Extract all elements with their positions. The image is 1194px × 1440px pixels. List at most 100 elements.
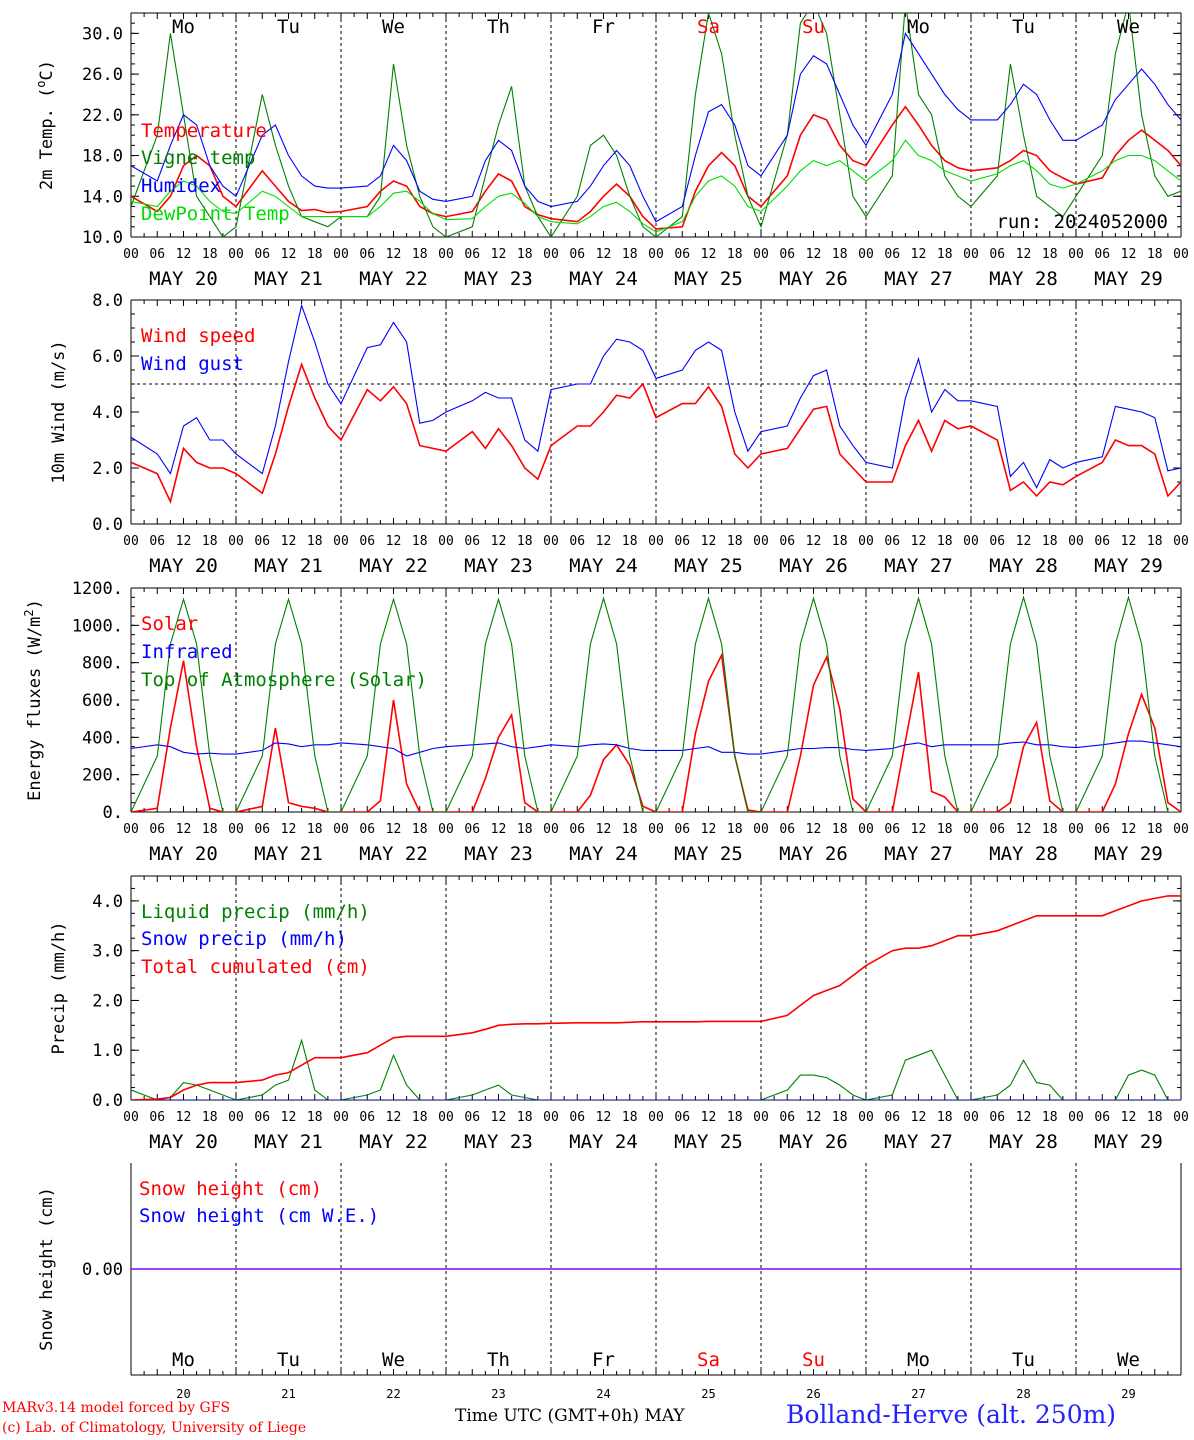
hour-tick-label: 00 — [753, 822, 769, 837]
weekday-label: We — [382, 16, 405, 38]
day-number-label: 27 — [911, 1387, 925, 1401]
hour-tick-label: 00 — [438, 247, 454, 262]
hour-tick-label: 18 — [517, 247, 533, 262]
weekday-label: Su — [802, 16, 825, 38]
hour-tick-label: 18 — [307, 1110, 323, 1125]
day-number-label: 23 — [491, 1387, 505, 1401]
hour-tick-label: 00 — [438, 1110, 454, 1125]
hour-tick-label: 06 — [779, 534, 795, 549]
series-line-blue — [131, 303, 1181, 489]
weekday-label: Tu — [277, 1349, 300, 1371]
hour-tick-label: 18 — [1147, 822, 1163, 837]
hour-tick-label: 00 — [753, 247, 769, 262]
hour-tick-label: 12 — [596, 247, 612, 262]
hour-tick-label: 12 — [176, 822, 192, 837]
hour-tick-label: 18 — [1042, 534, 1058, 549]
hour-tick-label: 18 — [517, 822, 533, 837]
series-line-red — [131, 895, 1181, 1100]
weekday-label: Tu — [1012, 1349, 1035, 1371]
weekday-label: Mo — [172, 16, 195, 38]
hour-tick-label: 12 — [596, 822, 612, 837]
hour-tick-label: 18 — [832, 247, 848, 262]
date-label: MAY 26 — [779, 268, 848, 290]
hour-tick-label: 12 — [1121, 822, 1137, 837]
weekday-label: Mo — [907, 1349, 930, 1371]
y-tick-label: 18.0 — [82, 147, 123, 167]
legend-label: Snow height (cm) — [139, 1178, 322, 1200]
hour-tick-label: 12 — [386, 822, 402, 837]
date-label: MAY 21 — [254, 555, 323, 577]
hour-tick-label: 18 — [937, 247, 953, 262]
hour-tick-label: 06 — [359, 822, 375, 837]
y-axis-title: 2m Temp. (oC) — [34, 60, 57, 190]
date-label: MAY 24 — [569, 843, 638, 865]
date-label: MAY 21 — [254, 1131, 323, 1153]
hour-tick-label: 00 — [1173, 822, 1189, 837]
series-line-green — [131, 1038, 1181, 1100]
hour-tick-label: 00 — [333, 247, 349, 262]
hour-tick-label: 00 — [858, 822, 874, 837]
hour-tick-label: 00 — [648, 822, 664, 837]
hour-tick-label: 12 — [281, 534, 297, 549]
date-label: MAY 21 — [254, 843, 323, 865]
hour-tick-label: 12 — [176, 247, 192, 262]
hour-tick-label: 18 — [937, 534, 953, 549]
hour-tick-label: 12 — [386, 534, 402, 549]
hour-tick-label: 12 — [386, 247, 402, 262]
hour-tick-label: 18 — [727, 822, 743, 837]
hour-tick-label: 18 — [832, 534, 848, 549]
day-number-label: 21 — [281, 1387, 295, 1401]
date-label: MAY 20 — [149, 555, 218, 577]
date-label: MAY 25 — [674, 268, 743, 290]
run-label: run: 2024052000 — [996, 211, 1168, 233]
hour-tick-label: 12 — [491, 247, 507, 262]
hour-tick-label: 06 — [1094, 534, 1110, 549]
y-tick-label: 4.0 — [92, 892, 123, 912]
date-label: MAY 23 — [464, 1131, 533, 1153]
hour-tick-label: 00 — [963, 534, 979, 549]
hour-tick-label: 00 — [963, 822, 979, 837]
hour-tick-label: 06 — [989, 534, 1005, 549]
weekday-label: Tu — [277, 16, 300, 38]
hour-tick-label: 00 — [753, 1110, 769, 1125]
hour-tick-label: 12 — [911, 1110, 927, 1125]
hour-tick-label: 00 — [543, 534, 559, 549]
hour-tick-label: 06 — [359, 534, 375, 549]
hour-tick-label: 06 — [674, 1110, 690, 1125]
y-tick-label: 26.0 — [82, 65, 123, 85]
series-line-red — [131, 105, 1181, 230]
hour-tick-label: 18 — [307, 534, 323, 549]
weekday-label: Sa — [697, 1349, 720, 1371]
hour-tick-label: 06 — [254, 247, 270, 262]
hour-tick-label: 00 — [543, 822, 559, 837]
hour-tick-label: 18 — [622, 822, 638, 837]
date-label: MAY 26 — [779, 555, 848, 577]
hour-tick-label: 00 — [1068, 1110, 1084, 1125]
hour-tick-label: 18 — [1147, 534, 1163, 549]
hour-tick-label: 12 — [386, 1110, 402, 1125]
y-tick-label: 8.0 — [92, 291, 123, 311]
hour-tick-label: 18 — [1042, 247, 1058, 262]
hour-tick-label: 18 — [832, 822, 848, 837]
hour-tick-label: 00 — [123, 1110, 139, 1125]
hour-tick-label: 00 — [648, 247, 664, 262]
hour-tick-label: 00 — [1173, 1110, 1189, 1125]
model-credit: MARv3.14 model forced by GFS — [2, 1400, 231, 1416]
date-label: MAY 23 — [464, 843, 533, 865]
weekday-label: We — [1117, 16, 1140, 38]
hour-tick-label: 06 — [989, 1110, 1005, 1125]
date-label: MAY 23 — [464, 268, 533, 290]
date-label: MAY 20 — [149, 268, 218, 290]
y-tick-label: 0.0 — [92, 515, 123, 535]
y-tick-label: 30.0 — [82, 24, 123, 44]
series-line-lightgreen — [131, 139, 1181, 233]
legend-label: Snow height (cm W.E.) — [139, 1205, 379, 1227]
date-label: MAY 27 — [884, 268, 953, 290]
hour-tick-label: 00 — [438, 534, 454, 549]
hour-tick-label: 18 — [937, 1110, 953, 1125]
y-tick-label: 2.0 — [92, 459, 123, 479]
day-number-label: 28 — [1016, 1387, 1030, 1401]
hour-tick-label: 06 — [569, 534, 585, 549]
hour-tick-label: 12 — [806, 1110, 822, 1125]
series-line-green — [131, 595, 1181, 812]
